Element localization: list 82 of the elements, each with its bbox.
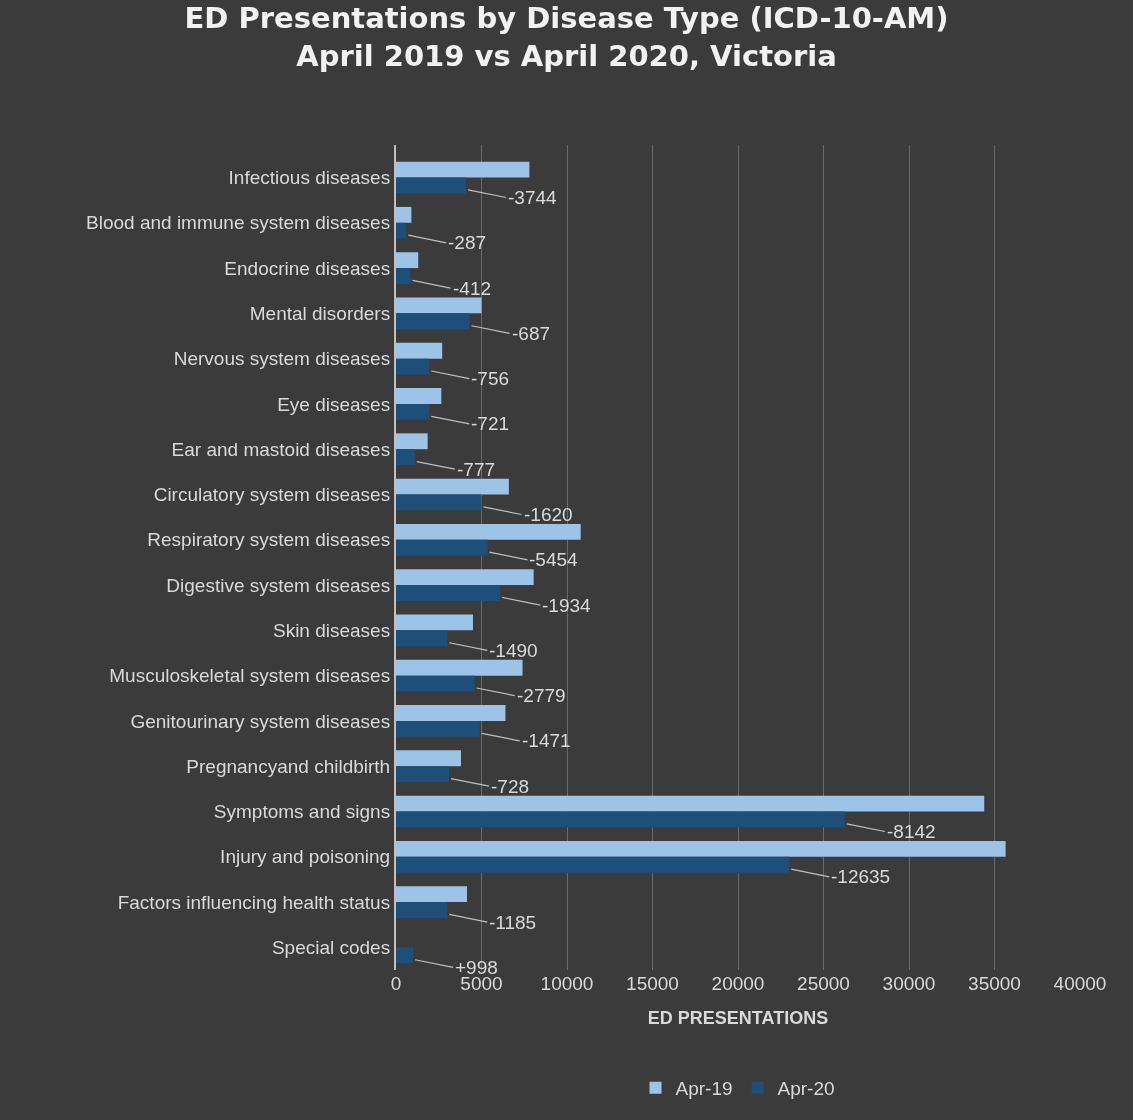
x-tick-label: 25000	[797, 973, 850, 994]
y-tick-label: Respiratory system diseases	[147, 529, 391, 551]
bar	[396, 675, 475, 692]
y-tick-label: Eye diseases	[277, 393, 391, 415]
annotation: -756	[471, 368, 510, 389]
legend-label: Apr-19	[675, 1078, 733, 1100]
bar	[396, 449, 415, 466]
y-tick-label: Nervous system diseases	[173, 348, 391, 370]
annotation: -8142	[887, 821, 936, 842]
annotation: -1490	[489, 640, 538, 661]
y-tick-label: Musculoskeletal system diseases	[109, 665, 391, 687]
x-tick-label: 35000	[968, 973, 1021, 994]
annotation: -1471	[522, 730, 571, 751]
y-tick-label: Endocrine diseases	[224, 257, 391, 279]
bar	[396, 494, 482, 511]
bar	[396, 433, 428, 450]
chart-title: ED Presentations by Disease Type (ICD-10-AM) April 2019 vs April 2020, Victoria	[184, 1, 949, 73]
bar	[396, 585, 501, 601]
bar	[396, 840, 1006, 857]
x-tick-label: 10000	[540, 973, 594, 994]
legend-label: Apr-20	[777, 1078, 835, 1100]
bar	[396, 403, 430, 420]
bar	[396, 252, 419, 269]
bar	[396, 902, 448, 918]
y-tick-label: Special codes	[271, 937, 391, 959]
bar	[396, 795, 985, 812]
bar	[396, 358, 430, 375]
bar	[396, 614, 473, 631]
bar	[396, 268, 411, 284]
y-tick-label: Circulatory system diseases	[153, 484, 391, 506]
bar	[396, 177, 467, 194]
bar	[396, 222, 407, 239]
bar	[396, 342, 443, 359]
annotation: -5454	[529, 549, 579, 570]
bar	[396, 478, 509, 495]
bar	[396, 659, 523, 676]
y-tick-label: Ear and mastoid diseases	[171, 438, 391, 460]
y-tick-label: Infectious diseases	[228, 167, 391, 189]
x-tick-label: 15000	[626, 973, 679, 994]
annotation: -2779	[517, 685, 566, 706]
bar	[396, 206, 412, 223]
y-tick-label: Mental disorders	[249, 303, 391, 325]
x-tick-label: 0	[390, 973, 402, 994]
bar	[396, 630, 448, 647]
y-tick-label: Factors influencing health status	[117, 891, 391, 913]
bar	[396, 720, 480, 737]
bar	[396, 297, 482, 314]
y-tick-label: Injury and poisoning	[220, 846, 391, 868]
x-tick-label: 40000	[1053, 973, 1107, 994]
x-axis-title: ED PRESENTATIONS	[647, 1008, 829, 1029]
y-tick-label: Skin diseases	[272, 620, 391, 642]
y-tick-label: Symptoms and signs	[213, 801, 391, 823]
bar	[396, 161, 530, 178]
annotation: -687	[512, 323, 551, 344]
bar	[396, 811, 845, 828]
annotation: -1620	[524, 504, 573, 525]
bar	[396, 569, 534, 586]
y-tick-label: Blood and immune system diseases	[86, 212, 391, 234]
annotation: -412	[453, 278, 492, 299]
bar	[396, 705, 506, 721]
bar	[396, 388, 442, 404]
bar	[396, 313, 470, 330]
bar	[396, 947, 414, 964]
bar	[396, 886, 467, 903]
y-tick-label: Digestive system diseases	[166, 574, 391, 596]
annotation: -777	[457, 459, 496, 480]
annotation: -1185	[489, 912, 537, 933]
y-tick-label: Pregnancyand childbirth	[186, 755, 391, 777]
annotation: -287	[448, 232, 487, 253]
bar	[396, 523, 581, 540]
annotation: -3744	[508, 187, 558, 208]
annotation: -12635	[831, 866, 891, 887]
x-tick-label: 20000	[711, 973, 765, 994]
x-tick-label: 30000	[882, 973, 936, 994]
bar	[396, 539, 488, 556]
annotation: -728	[491, 776, 530, 797]
bar	[396, 750, 461, 767]
bar	[396, 856, 790, 873]
y-tick-label: Genitourinary system diseases	[130, 710, 391, 732]
bar	[396, 766, 450, 783]
annotation: -721	[471, 413, 510, 434]
annotation: -1934	[542, 595, 592, 616]
